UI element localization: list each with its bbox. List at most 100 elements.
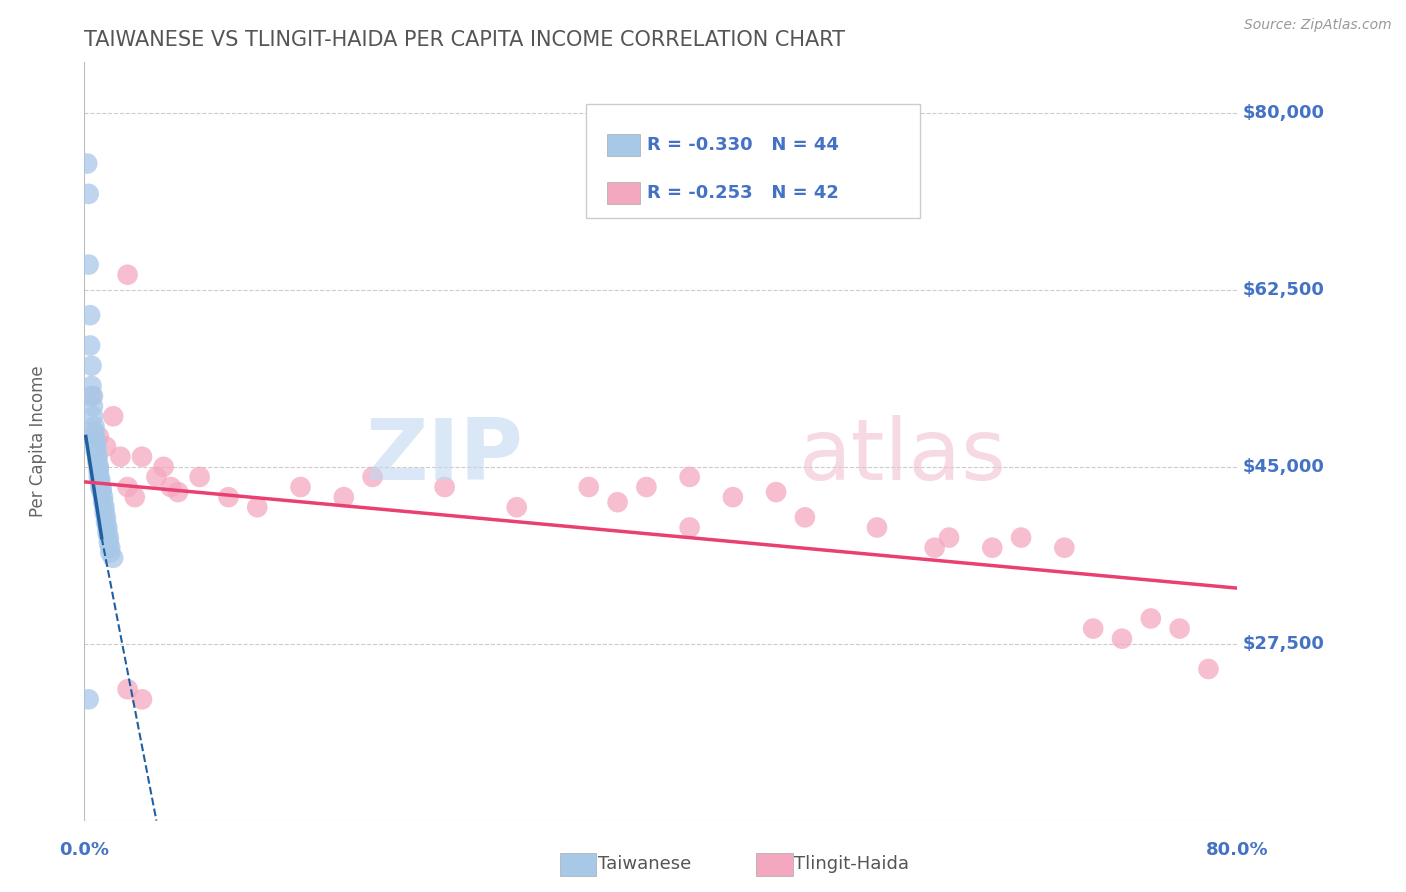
Text: ZIP: ZIP: [364, 415, 523, 499]
Point: [86, 455, 108, 469]
Point: [606, 495, 628, 509]
Point: [86, 450, 108, 464]
Point: [80, 359, 103, 373]
Point: [94, 440, 117, 454]
Point: [578, 480, 600, 494]
Point: [124, 490, 146, 504]
Text: $45,000: $45,000: [1243, 458, 1324, 475]
Point: [77, 186, 100, 201]
Point: [131, 450, 153, 464]
Point: [84, 434, 107, 449]
Point: [87, 470, 110, 484]
Point: [82, 409, 104, 424]
FancyBboxPatch shape: [606, 134, 640, 156]
Point: [160, 480, 183, 494]
Point: [131, 692, 153, 706]
Text: R = -0.253   N = 42: R = -0.253 N = 42: [647, 184, 839, 202]
Point: [98, 541, 121, 555]
Point: [94, 516, 117, 530]
Point: [79, 308, 101, 322]
Point: [98, 546, 121, 560]
Point: [96, 520, 118, 534]
Point: [679, 470, 702, 484]
Point: [938, 531, 960, 545]
Point: [87, 465, 110, 479]
Point: [97, 535, 120, 549]
Point: [117, 480, 139, 494]
Point: [82, 389, 104, 403]
Point: [77, 258, 100, 272]
Point: [218, 490, 240, 504]
Point: [679, 520, 702, 534]
Point: [1168, 622, 1191, 636]
Point: [86, 451, 108, 466]
Point: [77, 692, 100, 706]
Text: $27,500: $27,500: [1243, 635, 1324, 653]
Text: 80.0%: 80.0%: [1206, 841, 1268, 859]
Point: [89, 475, 111, 489]
Point: [87, 462, 110, 476]
Point: [89, 472, 111, 486]
Text: $80,000: $80,000: [1243, 104, 1324, 122]
Text: Per Capita Income: Per Capita Income: [30, 366, 48, 517]
Point: [76, 156, 98, 170]
Point: [96, 525, 118, 540]
Text: Tlingit-Haida: Tlingit-Haida: [794, 855, 910, 873]
Point: [91, 495, 114, 509]
Point: [794, 510, 817, 524]
Point: [924, 541, 946, 555]
Point: [84, 442, 107, 456]
Point: [83, 429, 105, 443]
Point: [83, 419, 105, 434]
FancyBboxPatch shape: [606, 182, 640, 204]
FancyBboxPatch shape: [586, 104, 921, 218]
Point: [1010, 531, 1032, 545]
Point: [246, 500, 269, 515]
Point: [188, 470, 211, 484]
Point: [90, 485, 112, 500]
Point: [1053, 541, 1076, 555]
Point: [866, 520, 889, 534]
Point: [93, 500, 115, 515]
Point: [79, 338, 101, 352]
Text: $62,500: $62,500: [1243, 281, 1324, 299]
Point: [1198, 662, 1220, 676]
Point: [87, 429, 110, 443]
Point: [765, 485, 787, 500]
Point: [103, 550, 124, 565]
Text: Taiwanese: Taiwanese: [598, 855, 690, 873]
Point: [333, 490, 356, 504]
Point: [1083, 622, 1105, 636]
Text: 0.0%: 0.0%: [59, 841, 110, 859]
Point: [93, 505, 115, 519]
Text: R = -0.330   N = 44: R = -0.330 N = 44: [647, 136, 839, 154]
Point: [145, 470, 167, 484]
Point: [84, 444, 107, 458]
Point: [97, 531, 120, 545]
Point: [80, 389, 103, 403]
Point: [82, 399, 104, 413]
Point: [290, 480, 312, 494]
Point: [87, 459, 110, 474]
Point: [152, 459, 174, 474]
Point: [433, 480, 456, 494]
Point: [636, 480, 658, 494]
Point: [103, 409, 124, 424]
Point: [361, 470, 384, 484]
Point: [90, 482, 112, 496]
Point: [1111, 632, 1133, 646]
Text: atlas: atlas: [799, 415, 1007, 499]
Point: [506, 500, 529, 515]
Point: [91, 490, 114, 504]
Point: [83, 425, 105, 439]
Point: [721, 490, 744, 504]
Point: [94, 510, 117, 524]
Point: [981, 541, 1004, 555]
Point: [89, 480, 111, 494]
Point: [167, 485, 190, 500]
Text: TAIWANESE VS TLINGIT-HAIDA PER CAPITA INCOME CORRELATION CHART: TAIWANESE VS TLINGIT-HAIDA PER CAPITA IN…: [84, 29, 845, 50]
Text: Source: ZipAtlas.com: Source: ZipAtlas.com: [1244, 18, 1392, 32]
Point: [110, 450, 132, 464]
Point: [1140, 611, 1163, 625]
Point: [80, 379, 103, 393]
